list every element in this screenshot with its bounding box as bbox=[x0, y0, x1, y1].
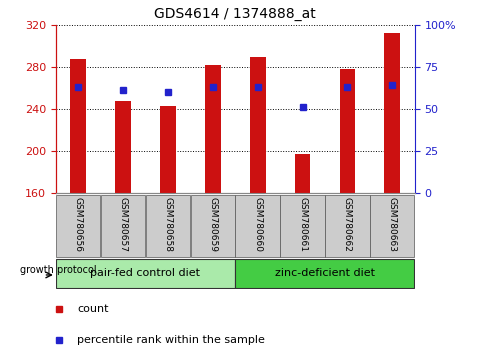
Bar bbox=[115, 102, 131, 193]
FancyBboxPatch shape bbox=[235, 195, 279, 257]
FancyBboxPatch shape bbox=[324, 195, 369, 257]
FancyBboxPatch shape bbox=[145, 195, 190, 257]
Bar bbox=[160, 106, 175, 193]
FancyBboxPatch shape bbox=[369, 195, 414, 257]
FancyBboxPatch shape bbox=[190, 195, 235, 257]
Text: GSM780656: GSM780656 bbox=[74, 197, 83, 252]
Text: GSM780660: GSM780660 bbox=[253, 197, 262, 252]
Text: GSM780659: GSM780659 bbox=[208, 197, 217, 252]
FancyBboxPatch shape bbox=[280, 195, 324, 257]
Bar bbox=[294, 154, 310, 193]
Text: GSM780661: GSM780661 bbox=[297, 197, 306, 252]
Bar bbox=[205, 65, 220, 193]
Bar bbox=[339, 69, 354, 193]
Text: GSM780663: GSM780663 bbox=[387, 197, 396, 252]
FancyBboxPatch shape bbox=[56, 259, 235, 288]
FancyBboxPatch shape bbox=[56, 195, 100, 257]
Bar bbox=[384, 33, 399, 193]
Text: pair-fed control diet: pair-fed control diet bbox=[91, 268, 200, 278]
Title: GDS4614 / 1374888_at: GDS4614 / 1374888_at bbox=[154, 7, 316, 21]
Text: growth protocol: growth protocol bbox=[19, 266, 96, 275]
Text: count: count bbox=[77, 304, 108, 314]
Text: zinc-deficient diet: zinc-deficient diet bbox=[274, 268, 374, 278]
FancyBboxPatch shape bbox=[235, 259, 414, 288]
Text: percentile rank within the sample: percentile rank within the sample bbox=[77, 335, 265, 346]
Text: GSM780662: GSM780662 bbox=[342, 197, 351, 252]
Text: GSM780657: GSM780657 bbox=[118, 197, 127, 252]
Bar bbox=[249, 57, 265, 193]
Text: GSM780658: GSM780658 bbox=[163, 197, 172, 252]
Bar bbox=[70, 59, 86, 193]
FancyBboxPatch shape bbox=[101, 195, 145, 257]
